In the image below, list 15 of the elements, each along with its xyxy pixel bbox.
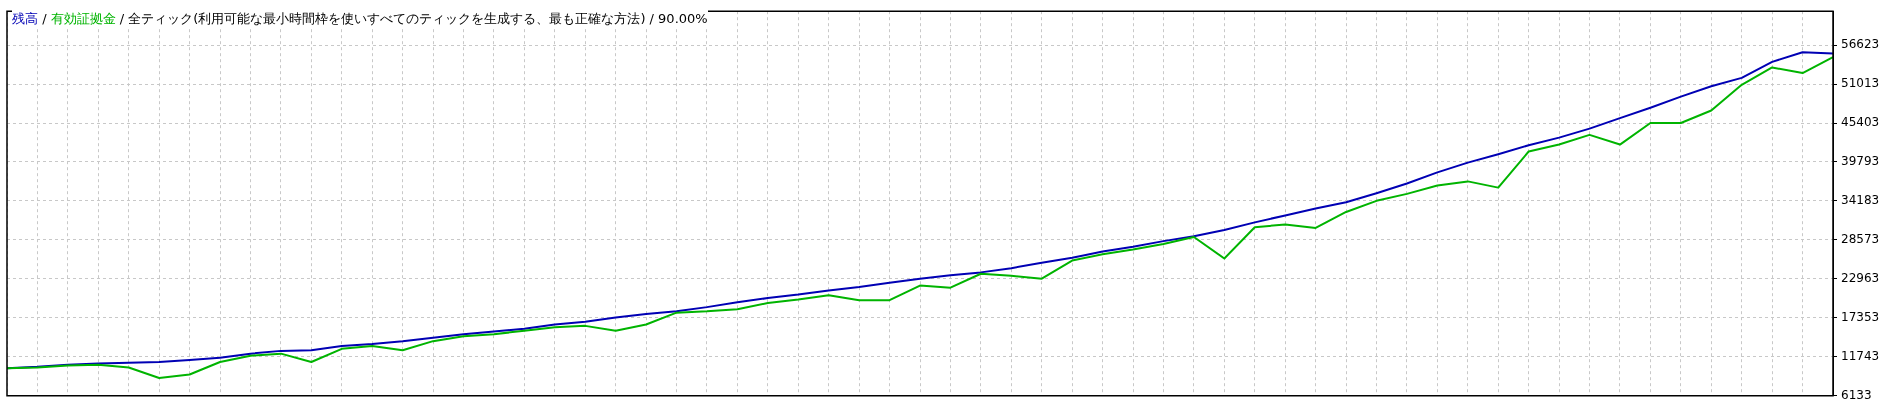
annotation: / (118, 11, 126, 26)
y-tick-label: 51013 (1841, 76, 1880, 91)
y-tick-label: 56623 (1841, 37, 1880, 52)
y-tick-label: 22963 (1841, 271, 1880, 286)
y-tick-label: 45403 (1841, 115, 1880, 130)
y-tick-label: 34183 (1841, 193, 1880, 208)
y-tick-label: 17353 (1841, 309, 1880, 324)
chart-title: 全ティック(利用可能な最小時間枠を使いすべてのティックを生成する、最も正確な方法) / 90.00% (128, 11, 708, 26)
y-tick-label: 39793 (1841, 154, 1880, 169)
text: 有効証拠金 (50, 11, 116, 26)
text: 残高 (12, 11, 38, 26)
y-tick-label: 11743 (1841, 348, 1880, 363)
annotation: / (41, 11, 48, 26)
y-tick-label: 28573 (1841, 232, 1880, 247)
y-tick-label: 6133 (1841, 387, 1872, 402)
